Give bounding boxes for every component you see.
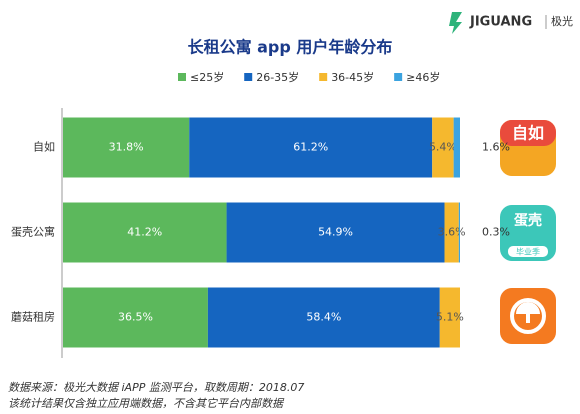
data-label: 3.6% bbox=[438, 226, 466, 239]
bar-segment bbox=[63, 117, 190, 178]
data-label: 0.3% bbox=[482, 226, 510, 239]
bar-segment bbox=[226, 202, 445, 263]
y-tick-label: 自如 bbox=[33, 140, 55, 154]
bar-segment bbox=[432, 117, 454, 178]
icon-symbol-cap bbox=[516, 302, 540, 314]
logo-mark bbox=[449, 12, 462, 34]
data-label: 61.2% bbox=[293, 141, 328, 154]
icon-mogo bbox=[500, 288, 556, 344]
legend-label: ≥46岁 bbox=[406, 70, 440, 84]
bar-segment bbox=[458, 202, 460, 263]
legend-swatch bbox=[244, 73, 253, 81]
bar-segment bbox=[63, 287, 208, 348]
legend-swatch bbox=[394, 73, 403, 81]
bar-segment bbox=[453, 117, 460, 178]
legend-swatch bbox=[178, 73, 186, 81]
legend-label: 26-35岁 bbox=[256, 70, 299, 84]
icon-symbol bbox=[510, 298, 546, 334]
brand-cn: 极光 bbox=[551, 14, 573, 28]
data-label: 31.8% bbox=[109, 141, 144, 154]
bar-segment bbox=[63, 202, 227, 263]
data-label: 5.1% bbox=[436, 311, 464, 324]
legend-swatch bbox=[319, 73, 328, 81]
y-tick-label: 蛋壳公寓 bbox=[11, 225, 55, 239]
logo: JIGUANG 极光 bbox=[449, 12, 573, 34]
y-tick-label: 蘑菇租房 bbox=[11, 310, 55, 324]
app-icon-top bbox=[500, 120, 556, 146]
data-label: 58.4% bbox=[306, 311, 341, 324]
icon-ziroom: 自如 bbox=[500, 120, 556, 176]
footnote: 该统计结果仅含独立应用端数据，不含其它平台内部数据 bbox=[8, 397, 285, 410]
legend-label: 36-45岁 bbox=[331, 70, 374, 84]
bar-segment bbox=[444, 202, 459, 263]
data-label: 1.6% bbox=[482, 141, 510, 154]
bar-segment bbox=[189, 117, 433, 178]
legend-label: ≤25岁 bbox=[190, 70, 224, 84]
data-label: 5.4% bbox=[429, 141, 457, 154]
icon-label: 自如 bbox=[512, 124, 544, 143]
brand: JIGUANG bbox=[469, 15, 532, 30]
icon-badge bbox=[508, 246, 548, 257]
data-label: 54.9% bbox=[318, 226, 353, 239]
bar-segment bbox=[207, 287, 440, 348]
icon-danke: 蛋壳 毕业季 bbox=[500, 205, 556, 261]
icon-symbol-stem bbox=[526, 314, 530, 323]
data-label: 36.5% bbox=[118, 311, 153, 324]
icon-label: 蛋壳 bbox=[514, 212, 542, 229]
data-label: 41.2% bbox=[127, 226, 162, 239]
bar-segment bbox=[439, 287, 460, 348]
footnote: 数据来源：极光大数据 iAPP 监测平台，取数周期：2018.07 bbox=[8, 381, 304, 394]
icon-badge-label: 毕业季 bbox=[516, 247, 540, 257]
chart-title: 长租公寓 app 用户年龄分布 bbox=[188, 38, 393, 57]
